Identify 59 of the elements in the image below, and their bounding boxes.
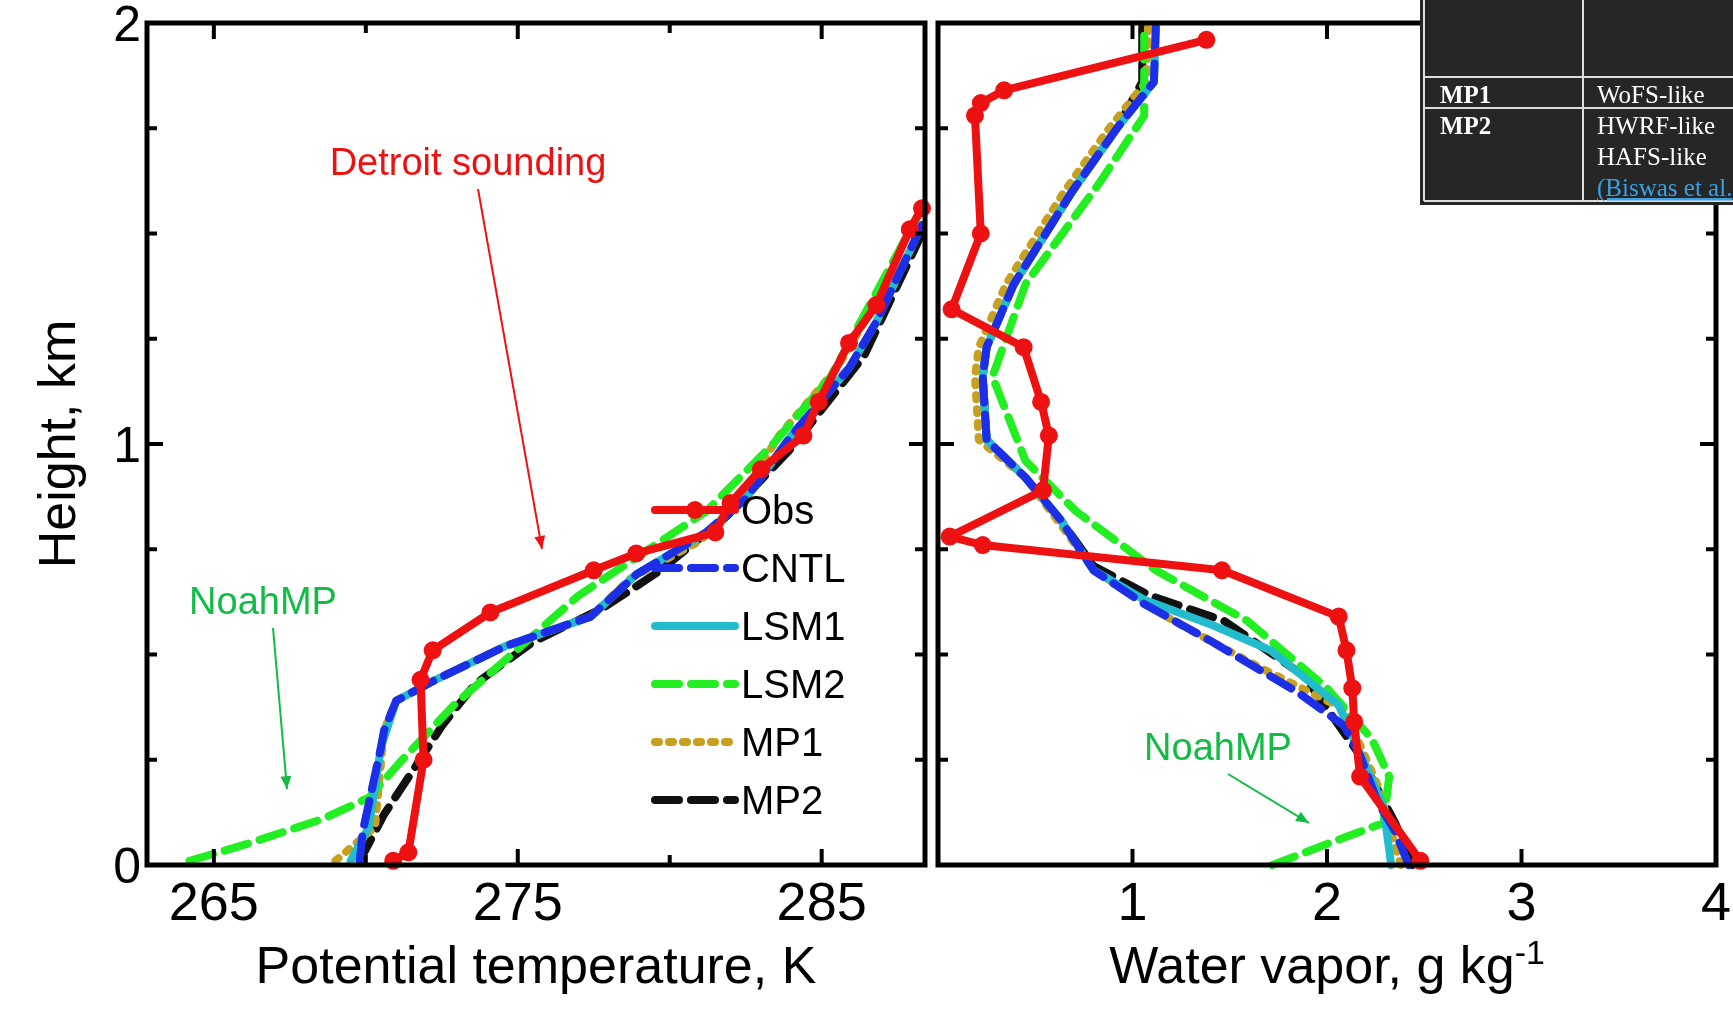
x-tick-label: 265	[168, 871, 259, 931]
x-axis-title: Water vapor, g kg$^{-1}$	[1109, 933, 1545, 994]
point	[809, 392, 828, 411]
y-tick-label: 2	[113, 0, 141, 52]
legend-label: LSM2	[741, 662, 846, 706]
point	[840, 333, 859, 352]
x-tick-label: 285	[776, 871, 867, 931]
annotation: NoahMP	[189, 580, 337, 622]
annotation: MP2	[1440, 112, 1492, 139]
point	[971, 224, 990, 243]
annotation: HWRF-like	[1597, 112, 1716, 139]
x-tick-label: 275	[472, 871, 563, 931]
point	[942, 300, 961, 319]
point	[1197, 30, 1216, 49]
point	[1343, 679, 1362, 698]
y-axis-title: Height, km	[28, 319, 86, 569]
point	[1034, 481, 1053, 500]
point	[867, 296, 886, 315]
x-tick-label: 3	[1506, 871, 1537, 931]
point	[584, 561, 603, 580]
point	[1345, 712, 1364, 731]
point	[1351, 767, 1370, 786]
y-tick-label: 1	[113, 417, 141, 473]
point	[973, 536, 992, 555]
annotation: HAFS-like	[1597, 143, 1707, 170]
point	[627, 544, 646, 563]
point	[971, 93, 990, 112]
legend-label: Obs	[741, 488, 815, 532]
point	[940, 527, 959, 546]
point	[995, 81, 1014, 100]
x-tick-label: 2	[1311, 871, 1343, 931]
point	[1329, 607, 1348, 626]
annotation: Detroit sounding	[329, 141, 607, 183]
point	[481, 603, 500, 622]
x-tick-label: 1	[1117, 871, 1148, 931]
point	[1014, 338, 1033, 357]
annotation: MP1	[1440, 81, 1492, 108]
legend-label: LSM1	[741, 604, 846, 648]
annotation: (Biswas et al.	[1597, 174, 1733, 202]
point	[1212, 561, 1231, 580]
point	[1337, 641, 1356, 660]
point	[751, 460, 770, 479]
point	[794, 426, 813, 445]
point	[399, 843, 418, 862]
point	[423, 641, 442, 660]
point	[900, 220, 919, 239]
legend-label: MP1	[741, 720, 824, 764]
point	[1039, 426, 1058, 445]
point	[411, 670, 430, 689]
point	[414, 750, 433, 769]
x-axis-title: Potential temperature, K	[255, 936, 817, 994]
annotation: WoFS-like	[1597, 81, 1705, 108]
y-tick-label: 0	[113, 838, 141, 894]
x-tick-label: 4	[1700, 871, 1732, 931]
legend-label: MP2	[741, 778, 824, 822]
legend-label: CNTL	[741, 546, 846, 590]
annotation: NoahMP	[1144, 726, 1292, 768]
point	[1032, 392, 1051, 411]
point	[706, 523, 725, 542]
